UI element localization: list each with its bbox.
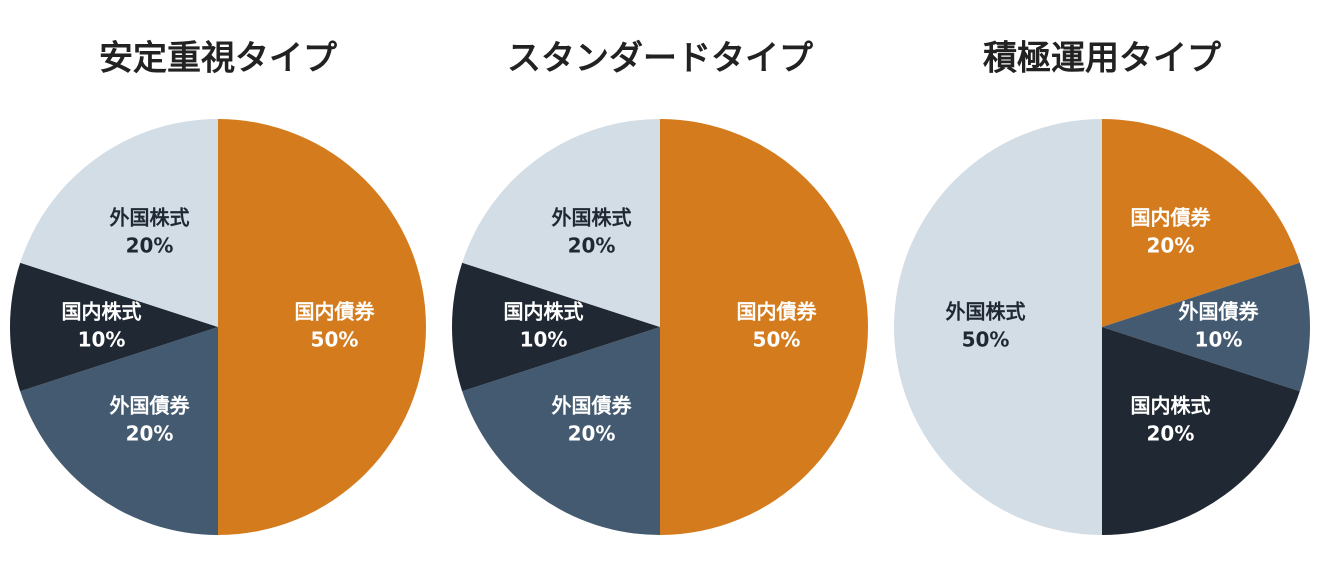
slice-label: 国内株式	[62, 300, 142, 324]
pie-slice	[1102, 327, 1300, 535]
slice-value: 20%	[568, 233, 616, 257]
slice-value: 20%	[568, 422, 616, 446]
slice-label: 国内債券	[1130, 205, 1211, 229]
chart-title: 安定重視タイプ	[99, 39, 337, 79]
slice-value: 50%	[311, 328, 359, 352]
pie-slice	[1102, 262, 1310, 392]
slice-value: 10%	[78, 328, 126, 352]
slice-value: 20%	[126, 422, 174, 446]
slice-value: 20%	[126, 233, 174, 257]
chart-title: スタンダードタイプ	[507, 39, 813, 79]
chart-title: 積極運用タイプ	[983, 39, 1221, 79]
pie-slice	[451, 262, 660, 392]
slice-label: 国内株式	[1130, 394, 1210, 418]
slice-value: 20%	[1147, 233, 1195, 257]
pie-slice	[218, 119, 426, 535]
slice-value: 50%	[753, 328, 801, 352]
pie-slice	[1102, 119, 1300, 327]
slice-label: 外国債券	[110, 394, 191, 418]
pie-slice	[462, 119, 660, 327]
pie-slice	[20, 119, 219, 327]
pie-slice	[462, 327, 660, 535]
slice-label: 外国債券	[1178, 300, 1259, 324]
pie-slice	[660, 119, 868, 535]
pie-slice	[894, 119, 1102, 535]
slice-label: 外国株式	[110, 205, 190, 229]
slice-label: 国内株式	[504, 300, 584, 324]
pie-slice	[20, 327, 219, 535]
slice-value: 50%	[962, 328, 1010, 352]
slice-label: 外国株式	[552, 205, 632, 229]
slice-label: 国内債券	[294, 300, 375, 324]
slice-value: 10%	[520, 328, 568, 352]
slice-label: 国内債券	[736, 300, 817, 324]
slice-label: 外国株式	[946, 300, 1026, 324]
slice-value: 20%	[1147, 422, 1195, 446]
slice-value: 10%	[1195, 328, 1243, 352]
pie-slice	[9, 262, 218, 392]
slice-label: 外国債券	[552, 394, 633, 418]
